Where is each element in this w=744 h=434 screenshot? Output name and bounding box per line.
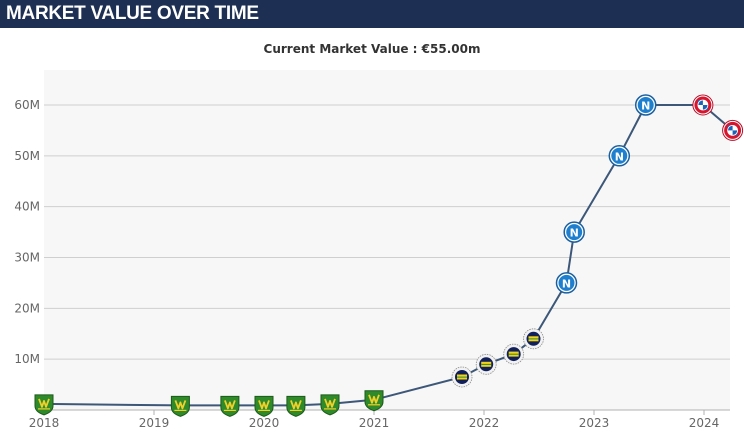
bayern-crest-icon[interactable] <box>692 94 714 116</box>
y-tick-label: 10M <box>14 352 40 366</box>
svg-text:N: N <box>641 100 650 113</box>
x-tick-label: 2018 <box>29 416 60 430</box>
fenerbahce-crest-icon[interactable] <box>523 328 544 350</box>
napoli-crest-icon[interactable]: N <box>608 145 631 167</box>
svg-text:N: N <box>570 227 579 240</box>
svg-text:N: N <box>562 277 571 290</box>
section-header: MARKET VALUE OVER TIME <box>0 0 744 28</box>
fenerbahce-crest-icon[interactable] <box>475 353 497 375</box>
x-tick-label: 2020 <box>249 416 280 430</box>
x-tick-label: 2021 <box>359 416 390 430</box>
napoli-crest-icon[interactable]: N <box>563 221 585 243</box>
jeonbuk-crest-icon[interactable] <box>220 395 240 417</box>
fenerbahce-crest-icon[interactable] <box>451 366 473 388</box>
y-tick-label: 60M <box>14 98 40 112</box>
jeonbuk-crest-icon[interactable] <box>170 395 190 417</box>
jeonbuk-crest-icon[interactable] <box>320 394 340 416</box>
x-tick-label: 2023 <box>579 416 610 430</box>
jeonbuk-crest-icon[interactable] <box>364 390 384 412</box>
y-tick-label: 30M <box>14 251 40 265</box>
fenerbahce-crest-icon[interactable] <box>503 343 525 365</box>
x-tick-label: 2024 <box>689 416 720 430</box>
y-tick-label: 40M <box>14 200 40 214</box>
napoli-crest-icon[interactable]: N <box>634 94 657 116</box>
bayern-crest-icon[interactable] <box>722 119 744 141</box>
napoli-crest-icon[interactable]: N <box>555 272 578 294</box>
current-market-value: Current Market Value : €55.00m <box>263 42 481 56</box>
section-title: MARKET VALUE OVER TIME <box>6 3 259 24</box>
plot-area <box>44 70 730 410</box>
svg-text:N: N <box>615 150 624 163</box>
jeonbuk-crest-icon[interactable] <box>254 395 274 417</box>
jeonbuk-crest-icon[interactable] <box>286 395 306 417</box>
y-tick-label: 20M <box>14 301 40 315</box>
x-tick-label: 2022 <box>469 416 500 430</box>
y-tick-label: 50M <box>14 149 40 163</box>
x-tick-label: 2019 <box>139 416 170 430</box>
jeonbuk-crest-icon[interactable] <box>34 394 54 416</box>
